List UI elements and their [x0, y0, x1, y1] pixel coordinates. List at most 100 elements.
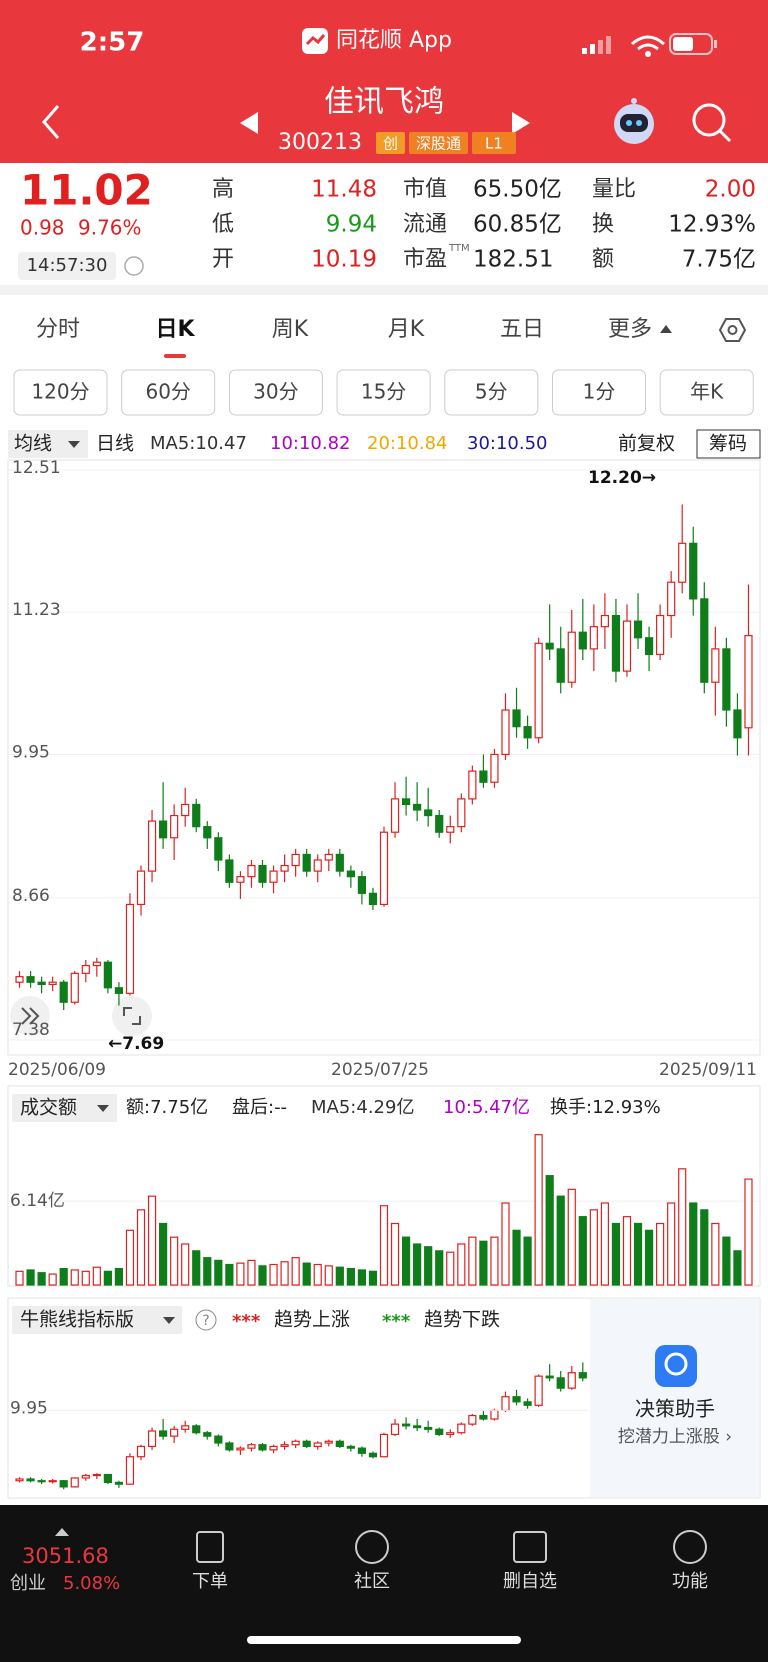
assistant-icon-glyph: [664, 1352, 688, 1376]
candle-body: [280, 864, 289, 872]
candle-body: [501, 709, 510, 756]
mini-candle-body: [181, 1425, 190, 1430]
candle-body: [203, 826, 212, 839]
volume-bar: [236, 1262, 245, 1286]
nav-item[interactable]: 下单: [192, 1571, 228, 1592]
candle-body: [600, 614, 609, 628]
stock-name: 佳讯飞鸿: [324, 85, 444, 120]
volume-bar: [501, 1202, 510, 1286]
volume-bar: [567, 1188, 576, 1286]
candle-body: [26, 976, 35, 983]
settings-icon[interactable]: [718, 318, 747, 342]
quote-label: 低: [212, 212, 234, 237]
nav-item[interactable]: 社区: [354, 1571, 390, 1592]
period-button[interactable]: [13, 369, 108, 416]
ind-legend-marker: ***: [382, 1311, 411, 1332]
tab[interactable]: 月K: [388, 317, 425, 342]
date-label: 2025/06/09: [8, 1060, 106, 1080]
candle-body: [236, 876, 245, 883]
assistant-title[interactable]: 决策助手: [635, 1397, 715, 1421]
assistant-card[interactable]: [590, 1299, 759, 1497]
period-button[interactable]: [659, 369, 754, 416]
candle-body: [567, 631, 576, 683]
nav-item[interactable]: 功能: [672, 1571, 708, 1592]
mini-candle-body: [523, 1401, 532, 1406]
period-label[interactable]: 年K: [690, 380, 724, 404]
candle-body: [545, 642, 554, 650]
vol-menu-bg[interactable]: [12, 1094, 117, 1122]
volume-frame: [7, 1085, 761, 1287]
period-button[interactable]: [444, 369, 539, 416]
period-name: 日线: [96, 433, 134, 455]
tab[interactable]: 周K: [272, 317, 309, 342]
info-icon[interactable]: [124, 256, 144, 276]
period-button[interactable]: [336, 369, 431, 416]
tab[interactable]: 五日: [500, 317, 544, 342]
period-label[interactable]: 15分: [361, 380, 406, 404]
period-label[interactable]: 1分: [583, 380, 616, 404]
period-button[interactable]: [228, 369, 323, 416]
candle-body: [368, 892, 378, 906]
volume-bar: [689, 1202, 698, 1286]
date-label: 2025/09/11: [659, 1060, 757, 1080]
volume-bar: [622, 1216, 632, 1286]
index-arrow: [55, 1528, 69, 1536]
candle-body: [37, 981, 46, 986]
chips-bg[interactable]: [696, 429, 761, 459]
volume-bar: [103, 1270, 112, 1286]
candle-body: [523, 726, 532, 739]
tab[interactable]: 日K: [155, 317, 195, 342]
volume-bar: [435, 1250, 444, 1286]
period-label[interactable]: 120分: [31, 380, 89, 404]
adjust[interactable]: 前复权: [618, 433, 675, 455]
candle-body: [159, 820, 168, 839]
quote-value: 9.94: [326, 212, 377, 238]
robot-icon[interactable]: [614, 98, 654, 144]
ind-legend: 趋势下跌: [424, 1309, 500, 1331]
vol-legend: 换手:12.93%: [550, 1097, 661, 1118]
nav-item[interactable]: 删自选: [503, 1571, 557, 1592]
period-label[interactable]: 30分: [253, 380, 298, 404]
candle-body: [92, 961, 101, 967]
volume-bar: [203, 1257, 212, 1286]
mini-candle-body: [390, 1423, 400, 1436]
vol-menu[interactable]: 成交额: [20, 1097, 77, 1119]
volume-bar: [413, 1243, 422, 1286]
tab[interactable]: 更多: [608, 317, 652, 342]
candle-body: [302, 853, 311, 872]
mini-candle-body: [424, 1426, 433, 1430]
candle-body: [379, 831, 389, 906]
assistant-icon: [655, 1345, 697, 1387]
change-pct: 9.76%: [78, 216, 142, 240]
mini-candle-body: [26, 1478, 35, 1482]
back-button[interactable]: [42, 105, 60, 139]
mini-candle-body: [214, 1435, 223, 1444]
volume-bar: [269, 1263, 278, 1286]
candle-body: [335, 853, 344, 872]
assistant-subtitle[interactable]: 挖潜力上涨股 ›: [618, 1427, 732, 1447]
kline-controls[interactable]: [10, 996, 152, 1036]
tab[interactable]: 分时: [36, 317, 80, 342]
quote-label: 量比: [592, 177, 636, 202]
volume-bar: [545, 1175, 554, 1286]
chips[interactable]: 筹码: [709, 433, 747, 455]
period-button[interactable]: [121, 369, 216, 416]
quote-value: 182.51: [473, 247, 553, 273]
candle-body: [291, 853, 300, 867]
period-label[interactable]: 60分: [145, 380, 190, 404]
search-icon[interactable]: [692, 103, 732, 143]
candle-body: [722, 648, 731, 711]
next-stock[interactable]: [512, 112, 530, 134]
ma-menu[interactable]: 均线: [14, 433, 52, 455]
help-icon[interactable]: [195, 1309, 217, 1331]
quote-label: 换: [592, 212, 614, 237]
nav-bg: [0, 1505, 768, 1662]
period-button[interactable]: [552, 369, 646, 416]
period-label[interactable]: 5分: [475, 380, 508, 404]
ind-menu-bg[interactable]: [12, 1306, 182, 1334]
volume-bar: [170, 1236, 179, 1286]
volume-bar: [15, 1270, 24, 1286]
index-value: 3051.68: [22, 1544, 109, 1568]
prev-stock[interactable]: [240, 112, 258, 134]
ind-menu[interactable]: 牛熊线指标版: [20, 1309, 134, 1331]
